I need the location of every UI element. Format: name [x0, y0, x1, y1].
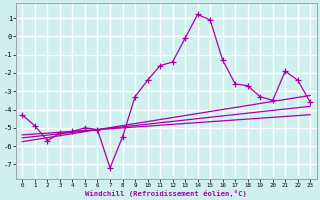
- X-axis label: Windchill (Refroidissement éolien,°C): Windchill (Refroidissement éolien,°C): [85, 190, 247, 197]
